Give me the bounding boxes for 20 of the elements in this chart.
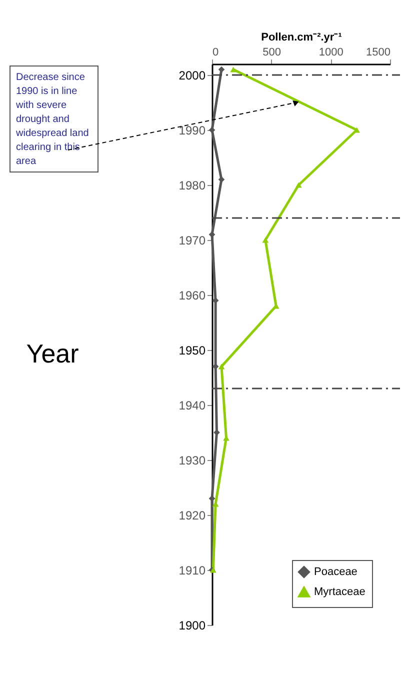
x-tick-label: 0 [212, 46, 219, 58]
y-tick-label: 1900 [178, 618, 206, 632]
x-tick-label: 1500 [366, 46, 390, 58]
y-tick-label: 1950 [178, 344, 206, 358]
legend-label: Myrtaceae [314, 586, 366, 598]
y-tick-label: 1990 [178, 124, 206, 138]
legend-label: Poaceae [314, 566, 358, 578]
y-tick-label: 1940 [178, 398, 206, 412]
x-tick-label: 500 [262, 46, 282, 58]
x-axis-title: Pollen.cm⁻².yr⁻¹ [261, 32, 342, 44]
y-axis-title: Year [26, 338, 80, 368]
annotation: Decrease since 1990 is in line with severe drought and widespread land clearing in this area [15, 72, 89, 167]
y-tick-label: 1970 [178, 234, 206, 248]
y-tick-label: 1980 [178, 178, 206, 192]
y-tick-label: 1930 [178, 454, 206, 468]
y-tick-label: 1910 [178, 564, 206, 578]
x-tick-label: 1000 [318, 46, 344, 58]
y-tick-label: 1920 [178, 508, 206, 522]
y-tick-label: 1960 [178, 288, 206, 302]
y-tick-label: 2000 [178, 68, 206, 82]
